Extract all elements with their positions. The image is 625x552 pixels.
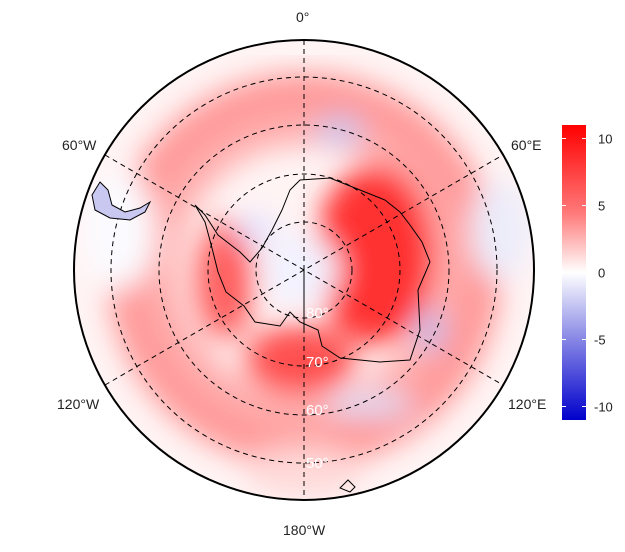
colorbar-tick [562,406,586,407]
antarctica-coastline [194,177,431,363]
lon-label-top: 0° [296,9,310,25]
anomaly-field: 80° 70° 60° 50° [74,40,534,500]
colorbar-tick [562,339,586,340]
lon-label-120w: 120°W [57,396,100,412]
colorbar-tick [562,138,586,139]
colorbar [562,125,586,420]
lon-label-60e: 60°E [511,137,542,153]
lon-label-60w: 60°W [62,137,97,153]
map-boundary [73,39,535,501]
colorbar-label: -5 [594,332,606,348]
colorbar-label: 10 [598,131,613,147]
colorbar-tick [562,272,586,273]
colorbar-label: 0 [598,265,606,281]
south-america-tip [91,181,152,221]
lat-label-70: 70° [306,354,329,371]
lon-label-120e: 120°E [508,396,547,412]
lat-label-60: 60° [306,402,329,419]
lon-label-bottom: 180°W [283,522,326,538]
colorbar-tick [562,205,586,206]
island [339,479,356,493]
lat-label-50: 50° [306,455,329,472]
colorbar-label: 5 [598,198,606,214]
lat-label-80: 80° [306,305,329,322]
colorbar-label: -10 [594,399,613,415]
